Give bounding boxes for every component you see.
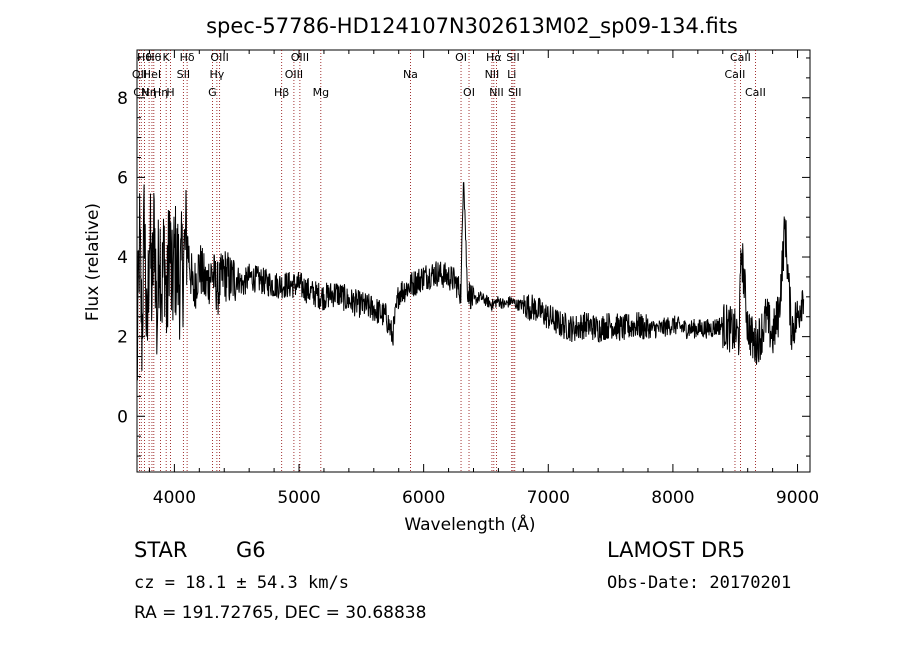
- line-marker-label: K: [163, 51, 171, 64]
- x-tick-label: 5000: [277, 488, 320, 508]
- object-subclass: G6: [236, 538, 266, 562]
- y-tick-label: 4: [117, 248, 128, 268]
- line-marker-label: CaII: [745, 86, 766, 99]
- observation-date: Obs-Date: 20170201: [607, 573, 792, 593]
- line-marker-label: SII: [506, 51, 519, 64]
- y-axis-label: Flux (relative): [83, 203, 103, 321]
- x-tick-label: 6000: [402, 488, 445, 508]
- line-marker-label: OIII: [291, 51, 309, 64]
- line-marker-label: SII: [177, 68, 190, 81]
- y-tick-label: 6: [117, 168, 128, 188]
- y-tick-label: 2: [117, 328, 128, 348]
- line-marker-label: G: [208, 86, 217, 99]
- x-axis-ticks: 4000 5000 6000 7000 8000 9000: [148, 50, 819, 508]
- line-marker-label: NII: [489, 86, 504, 99]
- line-marker-label: NII: [485, 68, 500, 81]
- line-marker-label: Mg: [313, 86, 329, 99]
- line-marker-label: OIII: [210, 51, 228, 64]
- line-marker-label: CaII: [730, 51, 751, 64]
- line-marker-label: OI: [463, 86, 475, 99]
- line-marker-label: Na: [403, 68, 418, 81]
- x-tick-label: 9000: [776, 488, 819, 508]
- y-axis-ticks: 0 2 4 6 8: [117, 57, 810, 457]
- line-marker-label: Hβ: [274, 86, 289, 99]
- line-marker-label: Li: [507, 68, 516, 81]
- x-tick-label: 8000: [651, 488, 694, 508]
- redshift-line: cz = 18.1 ± 54.3 km/s: [134, 573, 349, 593]
- x-tick-label: 4000: [153, 488, 196, 508]
- plot-frame: [136, 49, 811, 473]
- y-tick-label: 0: [117, 407, 128, 427]
- line-marker-label: Hθ: [137, 51, 152, 64]
- y-tick-label: 8: [117, 89, 128, 109]
- flux-series-line: [136, 182, 805, 381]
- object-class: STAR: [134, 538, 188, 562]
- line-marker-labels: OIICNHθHηHeIHθHηKHSIIHδGHγOIIIHβOIIIOIII…: [132, 51, 766, 99]
- line-marker-label: Hη: [141, 86, 156, 99]
- chart-title: spec-57786-HD124107N302613M02_sp09-134.f…: [206, 14, 738, 39]
- x-axis-label: Wavelength (Å): [404, 513, 535, 535]
- line-marker-label: Hα: [486, 51, 502, 64]
- line-marker-label: Hδ: [180, 51, 195, 64]
- line-marker-label: Hγ: [209, 68, 224, 81]
- line-marker-label: HeI: [143, 68, 161, 81]
- line-marker-label: OII: [132, 68, 147, 81]
- line-marker-label: OIII: [285, 68, 303, 81]
- line-marker-label: Hθ: [146, 51, 161, 64]
- survey-name: LAMOST DR5: [607, 538, 746, 562]
- line-marker-label: SII: [508, 86, 521, 99]
- x-tick-label: 7000: [527, 488, 570, 508]
- line-marker-label: H: [166, 86, 174, 99]
- coordinates-line: RA = 191.72765, DEC = 30.68838: [134, 603, 427, 623]
- line-marker-label: Hη: [153, 86, 168, 99]
- line-marker-label: CN: [133, 86, 149, 99]
- line-marker-label: OI: [455, 51, 467, 64]
- line-marker-label: CaII: [725, 68, 746, 81]
